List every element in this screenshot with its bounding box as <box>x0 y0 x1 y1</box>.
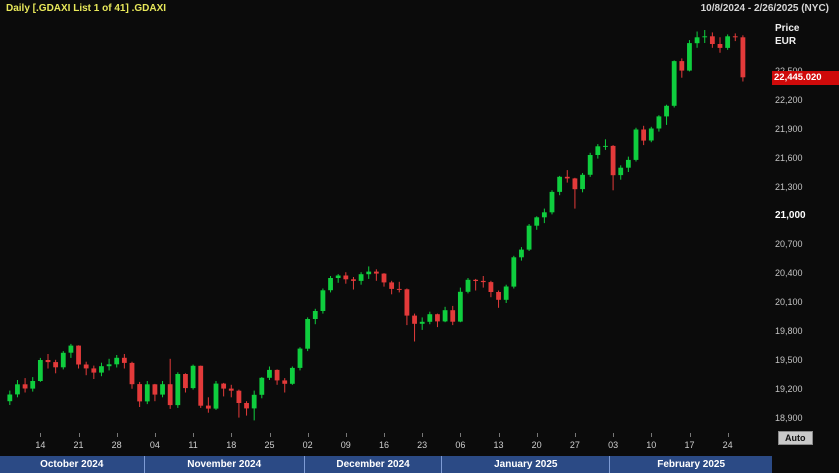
date-axis-tickmark <box>307 433 309 437</box>
title-bar: Daily [.GDAXI List 1 of 41] .GDAXI 10/8/… <box>0 0 839 17</box>
price-axis-label: 21,900 <box>775 123 803 134</box>
date-axis-label: 09 <box>340 440 351 450</box>
chart-date-range: 10/8/2024 - 2/26/2025 (NYC) <box>700 3 829 14</box>
date-axis-tickmark <box>193 433 195 437</box>
date-axis-tickmark <box>498 433 500 437</box>
month-axis-label: November 2024 <box>143 456 304 473</box>
date-axis-tickmark <box>422 433 424 437</box>
price-axis-label: 22,200 <box>775 94 803 105</box>
chart-title: Daily [.GDAXI List 1 of 41] .GDAXI <box>6 3 167 14</box>
date-axis-tickmark <box>384 433 385 437</box>
price-axis-label: 20,100 <box>775 297 803 307</box>
month-axis-label: January 2025 <box>441 456 610 473</box>
date-axis-label: 11 <box>188 440 198 450</box>
date-axis-label: 16 <box>378 440 389 450</box>
date-axis-label: 24 <box>722 440 733 450</box>
date-axis-label: 02 <box>302 440 313 450</box>
price-axis-unit: Price EUR <box>775 22 799 48</box>
price-axis-label: 18,900 <box>775 412 803 423</box>
date-axis-tickmark <box>651 433 653 437</box>
price-axis-label: 20,700 <box>775 239 803 250</box>
last-price-tag: 22,445.020 <box>772 71 839 86</box>
auto-scale-button[interactable]: Auto <box>778 431 813 445</box>
date-axis-label: 13 <box>493 440 504 450</box>
date-axis-tickmark <box>231 433 233 437</box>
date-axis-tickmark <box>689 433 691 437</box>
date-axis-tickmark <box>345 433 347 437</box>
date-axis-tickmark <box>40 433 42 437</box>
date-axis-tickmark <box>574 433 576 437</box>
price-axis-label: 21,600 <box>775 152 803 163</box>
date-axis-label: 10 <box>646 440 657 450</box>
date-axis-tickmark <box>536 433 538 437</box>
date-axis-label: 18 <box>226 440 237 450</box>
price-axis-label: 21,300 <box>775 181 803 192</box>
month-axis: October 2024 November 2024 December 2024 Ja… <box>0 456 772 473</box>
date-axis-label: 04 <box>149 440 160 450</box>
price-axis-label: 21,000 <box>775 210 806 222</box>
date-axis: 14 21 28 04 11 18 25 02 09 16 23 06 13 20 27 03 10 17 24 <box>6 433 766 453</box>
date-axis-tickmark <box>613 433 615 437</box>
date-axis-label: 27 <box>569 440 580 450</box>
date-axis-label: 17 <box>684 440 695 450</box>
date-axis-label: 21 <box>73 440 84 450</box>
date-axis-tickmark <box>154 433 156 437</box>
price-axis[interactable]: Price EUR 22,445.020 22,500 22,200 21,900 2… <box>772 18 839 448</box>
date-axis-tickmark <box>269 433 271 437</box>
date-axis-label: 23 <box>417 440 428 450</box>
price-axis-unit-currency-label: Price <box>775 23 800 34</box>
date-axis-label: 06 <box>455 440 466 450</box>
date-axis-tickmark <box>460 433 462 437</box>
candlestick-series <box>7 30 746 421</box>
date-axis-label: 20 <box>531 440 542 450</box>
month-axis-label: December 2024 <box>303 456 442 473</box>
price-axis-label: 20,400 <box>775 268 803 279</box>
date-axis-tickmark <box>727 433 729 437</box>
price-axis-label: 22,500 <box>775 66 803 77</box>
date-axis-label: 28 <box>111 440 122 450</box>
price-axis-unit-eur-label: EUR <box>775 36 797 47</box>
date-axis-label: 14 <box>35 440 46 450</box>
date-axis-label: 03 <box>608 440 619 450</box>
month-axis-label: October 2024 <box>0 456 144 473</box>
date-axis-tickmark <box>78 433 80 437</box>
price-axis-label: 19,200 <box>775 383 803 394</box>
price-axis-label: 19,800 <box>775 325 803 336</box>
price-axis-label: 19,500 <box>775 354 803 365</box>
date-axis-tickmark <box>116 433 118 437</box>
chart-plot-area[interactable] <box>6 18 762 432</box>
month-axis-label: February 2025 <box>609 456 772 473</box>
date-axis-label: 25 <box>264 440 275 450</box>
